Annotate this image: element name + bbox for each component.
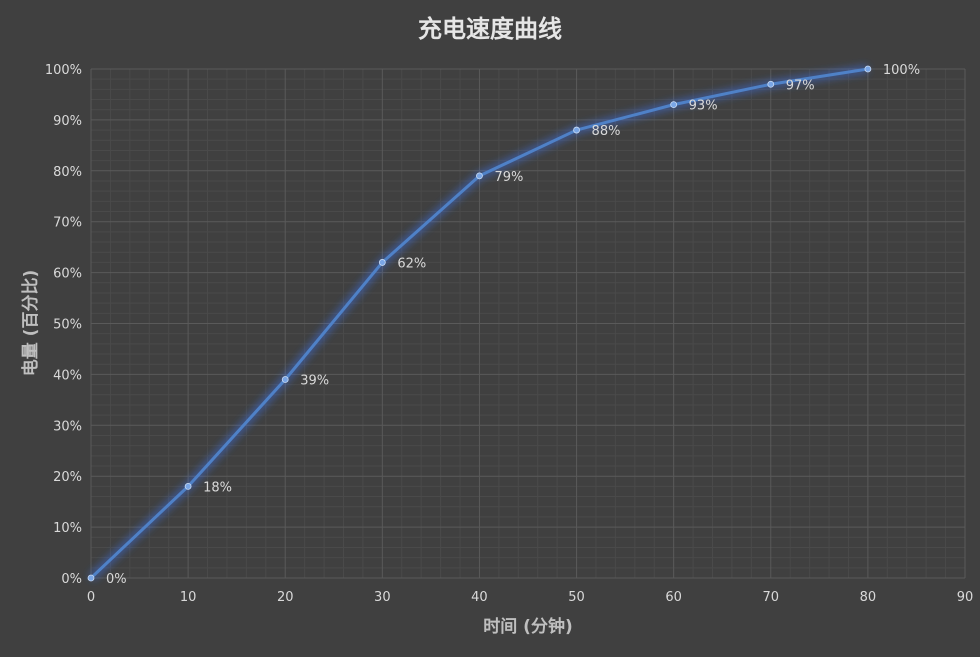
x-tick-label: 80 xyxy=(860,590,877,605)
x-tick-label: 10 xyxy=(180,590,197,605)
chart-title: 充电速度曲线 xyxy=(418,15,562,43)
x-axis-ticks: 0 10 20 30 40 50 60 70 80 90 xyxy=(87,590,973,605)
data-label: 62% xyxy=(397,256,426,271)
y-tick-label: 60% xyxy=(53,267,82,282)
x-tick-label: 0 xyxy=(87,590,95,605)
y-tick-label: 40% xyxy=(53,368,82,383)
major-gridlines xyxy=(90,68,966,579)
data-point xyxy=(864,65,872,73)
data-point xyxy=(281,376,289,383)
data-label: 97% xyxy=(786,78,815,93)
y-tick-label: 100% xyxy=(45,63,82,78)
x-tick-label: 20 xyxy=(277,590,294,605)
y-axis-title: 电量 (百分比) xyxy=(20,270,41,376)
y-tick-label: 70% xyxy=(53,216,82,231)
y-tick-label: 80% xyxy=(53,165,82,180)
x-tick-label: 50 xyxy=(568,590,585,605)
y-tick-label: 0% xyxy=(61,572,82,587)
data-point xyxy=(670,101,678,109)
data-label: 100% xyxy=(883,63,920,78)
data-label: 79% xyxy=(494,170,523,185)
x-tick-label: 60 xyxy=(665,590,682,605)
data-point xyxy=(87,574,95,582)
y-tick-label: 30% xyxy=(53,419,82,434)
data-point xyxy=(767,80,775,88)
data-point xyxy=(476,172,483,180)
series-layer: 0% 18% 39% 62% 79% 88% 93% 97% 100% xyxy=(87,63,920,587)
data-label: 0% xyxy=(106,572,127,587)
data-point xyxy=(184,482,192,490)
x-tick-label: 40 xyxy=(471,590,488,605)
data-label: 88% xyxy=(592,124,621,139)
y-tick-label: 50% xyxy=(53,318,82,333)
y-tick-label: 20% xyxy=(53,470,82,485)
data-point xyxy=(378,259,386,266)
data-point xyxy=(573,126,580,134)
y-axis-ticks: 0% 10% 20% 30% 40% 50% 60% 70% 80% 90% 100% xyxy=(45,63,82,587)
y-tick-label: 10% xyxy=(53,521,82,536)
data-label: 18% xyxy=(203,480,232,495)
x-tick-label: 30 xyxy=(374,590,391,605)
x-tick-label: 90 xyxy=(957,590,974,605)
data-label: 93% xyxy=(689,99,718,114)
data-label: 39% xyxy=(300,373,329,388)
x-tick-label: 70 xyxy=(763,590,780,605)
y-tick-label: 90% xyxy=(53,114,82,129)
x-axis-title: 时间 (分钟) xyxy=(483,616,572,637)
